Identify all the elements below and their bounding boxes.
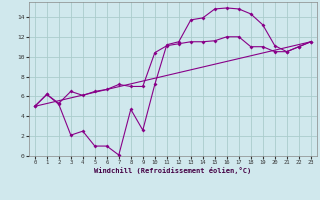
X-axis label: Windchill (Refroidissement éolien,°C): Windchill (Refroidissement éolien,°C) [94, 167, 252, 174]
